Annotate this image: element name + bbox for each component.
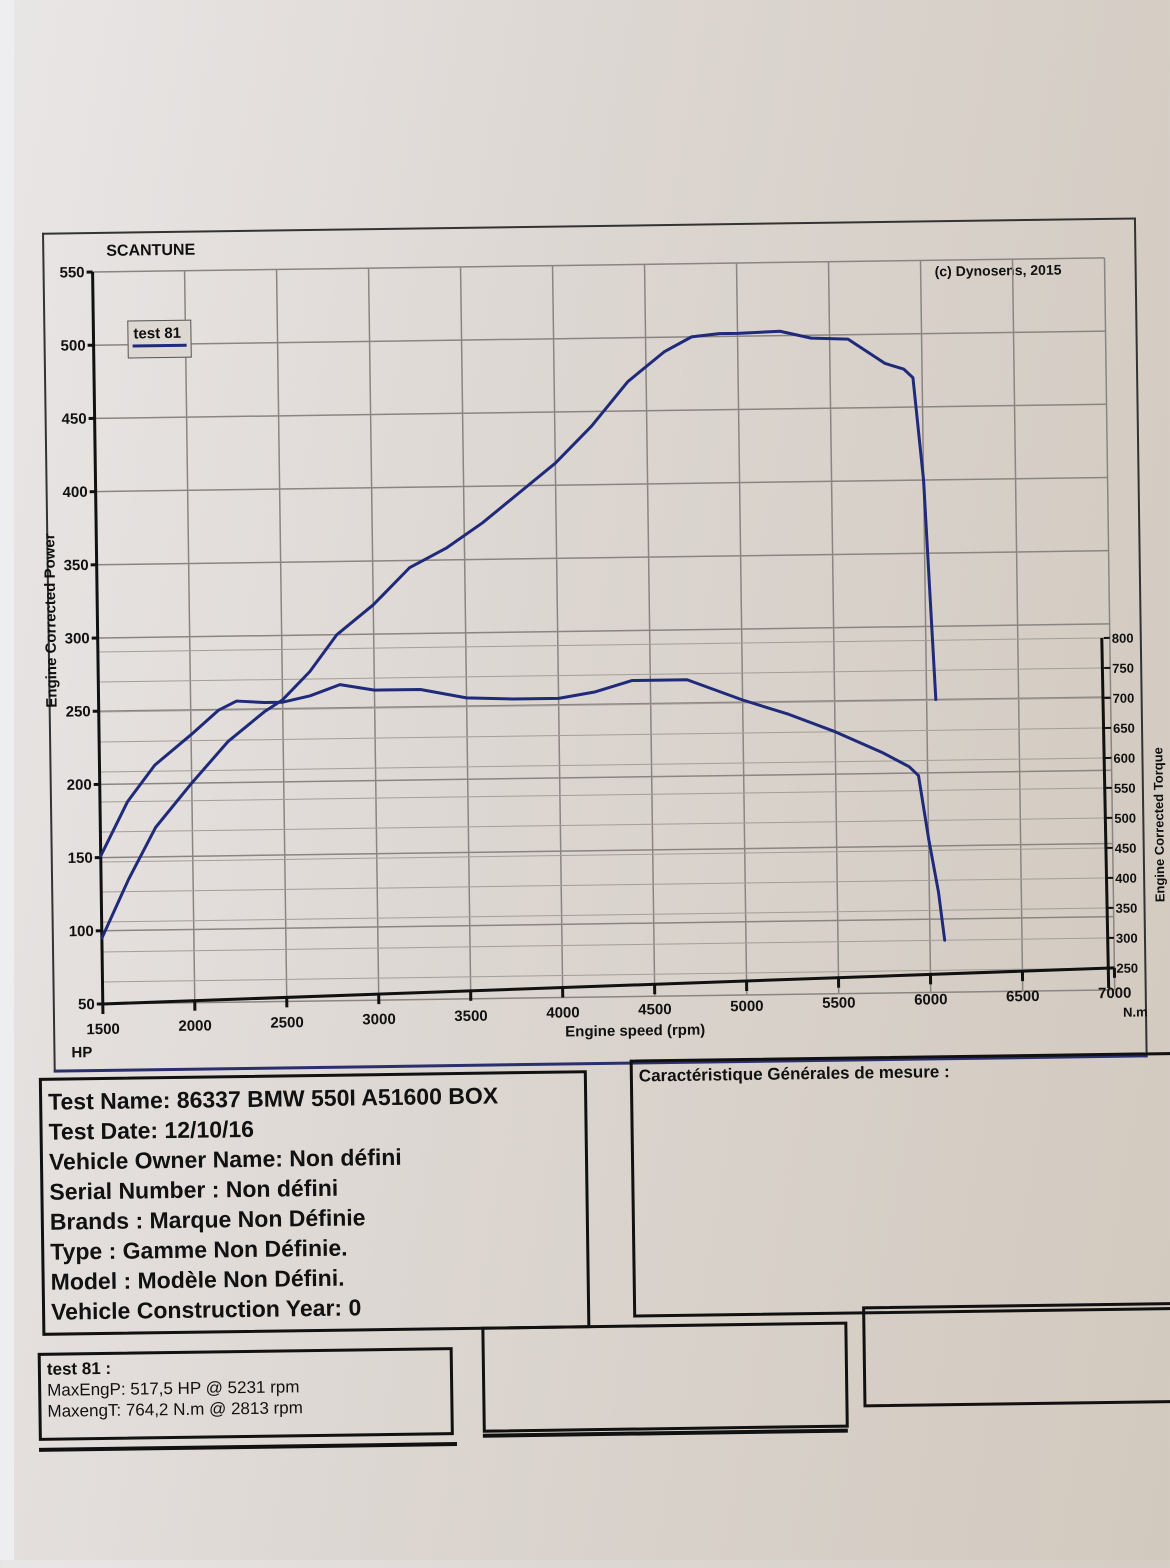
legend-line-swatch (133, 344, 187, 348)
y2-tick-label: 750 (1112, 661, 1134, 676)
grid-line-horizontal (94, 331, 1106, 345)
grid-line-horizontal-torque (100, 818, 1112, 832)
grid-line-horizontal-torque (98, 668, 1110, 682)
grid-line-horizontal-torque (98, 638, 1110, 652)
y-axis-title-torque: Engine Corrected Torque (1150, 747, 1167, 902)
grid-line-horizontal (100, 770, 1112, 784)
y2-tick-label: 300 (1116, 931, 1138, 946)
torque-curve (98, 676, 944, 952)
x-tick-label: 6500 (1006, 988, 1040, 1005)
y-tick-label: 200 (67, 776, 92, 793)
y2-tick-label: 700 (1113, 691, 1135, 706)
empty-box-2 (862, 1302, 1170, 1408)
characteristics-box: Caractéristique Générales de mesure : (630, 1052, 1170, 1318)
grid-line-horizontal (96, 477, 1108, 491)
y2-tick-label: 400 (1115, 871, 1137, 886)
grid-line-horizontal (97, 551, 1109, 565)
x-tick-label: 6000 (914, 991, 948, 1008)
grid-line-horizontal (103, 990, 1115, 1004)
power-unit-label: HP (71, 1044, 92, 1061)
y-tick-label: 500 (60, 337, 85, 354)
x-tick-label: 2500 (270, 1014, 304, 1031)
y2-tick-label: 550 (1114, 781, 1136, 796)
x-tick-label: 4500 (638, 1001, 672, 1018)
y-tick-label: 550 (59, 264, 84, 281)
x-tick-label: 4000 (546, 1004, 580, 1021)
grid-line-horizontal-torque (102, 938, 1114, 952)
x-tick-label: 1500 (86, 1021, 120, 1038)
y-tick-label: 300 (65, 630, 90, 647)
x-axis-title: Engine speed (rpm) (565, 1022, 705, 1041)
y2-tick-label: 450 (1115, 841, 1137, 856)
y2-tick-label: 800 (1112, 631, 1134, 646)
x-axis (102, 968, 1114, 1004)
y2-tick-label: 500 (1114, 811, 1136, 826)
grid-line-horizontal-torque (99, 698, 1111, 712)
y-tick-label: 400 (63, 484, 88, 501)
grid-line-horizontal-torque (102, 908, 1114, 922)
x-tick-label: 5500 (822, 994, 856, 1011)
x-tick-label: 3500 (454, 1008, 488, 1025)
x-tick-label: 5000 (730, 998, 764, 1015)
y2-tick-label: 250 (1116, 961, 1138, 976)
y-tick-label: 250 (66, 703, 91, 720)
legend: test 81 (127, 320, 192, 359)
y-axis-torque (1102, 638, 1109, 988)
y2-tick-label: 600 (1113, 751, 1135, 766)
y2-tick-label: 350 (1115, 901, 1137, 916)
max-torque: MaxengT: 764,2 N.m @ 2813 rpm (47, 1395, 444, 1422)
legend-label: test 81 (133, 325, 181, 343)
test-info-box: Test Name: 86337 BMW 550I A51600 BOX Tes… (39, 1070, 591, 1336)
y-tick-label: 150 (68, 850, 93, 867)
empty-box-1 (481, 1322, 848, 1433)
grid-line-horizontal (93, 258, 1105, 272)
construction-year: Vehicle Construction Year: 0 (51, 1289, 581, 1326)
results-underline (39, 1442, 457, 1452)
x-tick-label: 2000 (178, 1017, 212, 1034)
grid-line-horizontal (101, 843, 1113, 857)
grid-line-horizontal (98, 624, 1110, 638)
grid-line-horizontal-torque (102, 968, 1114, 982)
torque-unit-label: N.m (1123, 1004, 1148, 1019)
power-curve (94, 329, 939, 938)
y2-tick-label: 650 (1113, 721, 1135, 736)
y-tick-label: 100 (69, 923, 94, 940)
results-box: test 81 : MaxEngP: 517,5 HP @ 5231 rpm M… (38, 1347, 454, 1441)
grid-line-horizontal (99, 697, 1111, 711)
grid-line-horizontal-torque (100, 788, 1112, 802)
y-axis-title-power: Engine Corrected Power (41, 533, 60, 708)
dyno-chart: 50 100 150 200 250 300 350 400 450 500 550 250 300 35… (0, 0, 1170, 1108)
y-tick-label: 350 (64, 557, 89, 574)
grid-line-horizontal-torque (100, 758, 1112, 772)
y-tick-label: 50 (78, 996, 95, 1013)
x-tick-label: 7000 (1098, 985, 1132, 1002)
x-tick-label: 3000 (362, 1011, 396, 1028)
y-tick-label: 450 (61, 411, 86, 428)
characteristics-title: Caractéristique Générales de mesure : (639, 1059, 1170, 1087)
grid-line-horizontal-torque (101, 878, 1113, 892)
grid-line-horizontal (102, 917, 1114, 931)
grid-line-horizontal-torque (99, 728, 1111, 742)
